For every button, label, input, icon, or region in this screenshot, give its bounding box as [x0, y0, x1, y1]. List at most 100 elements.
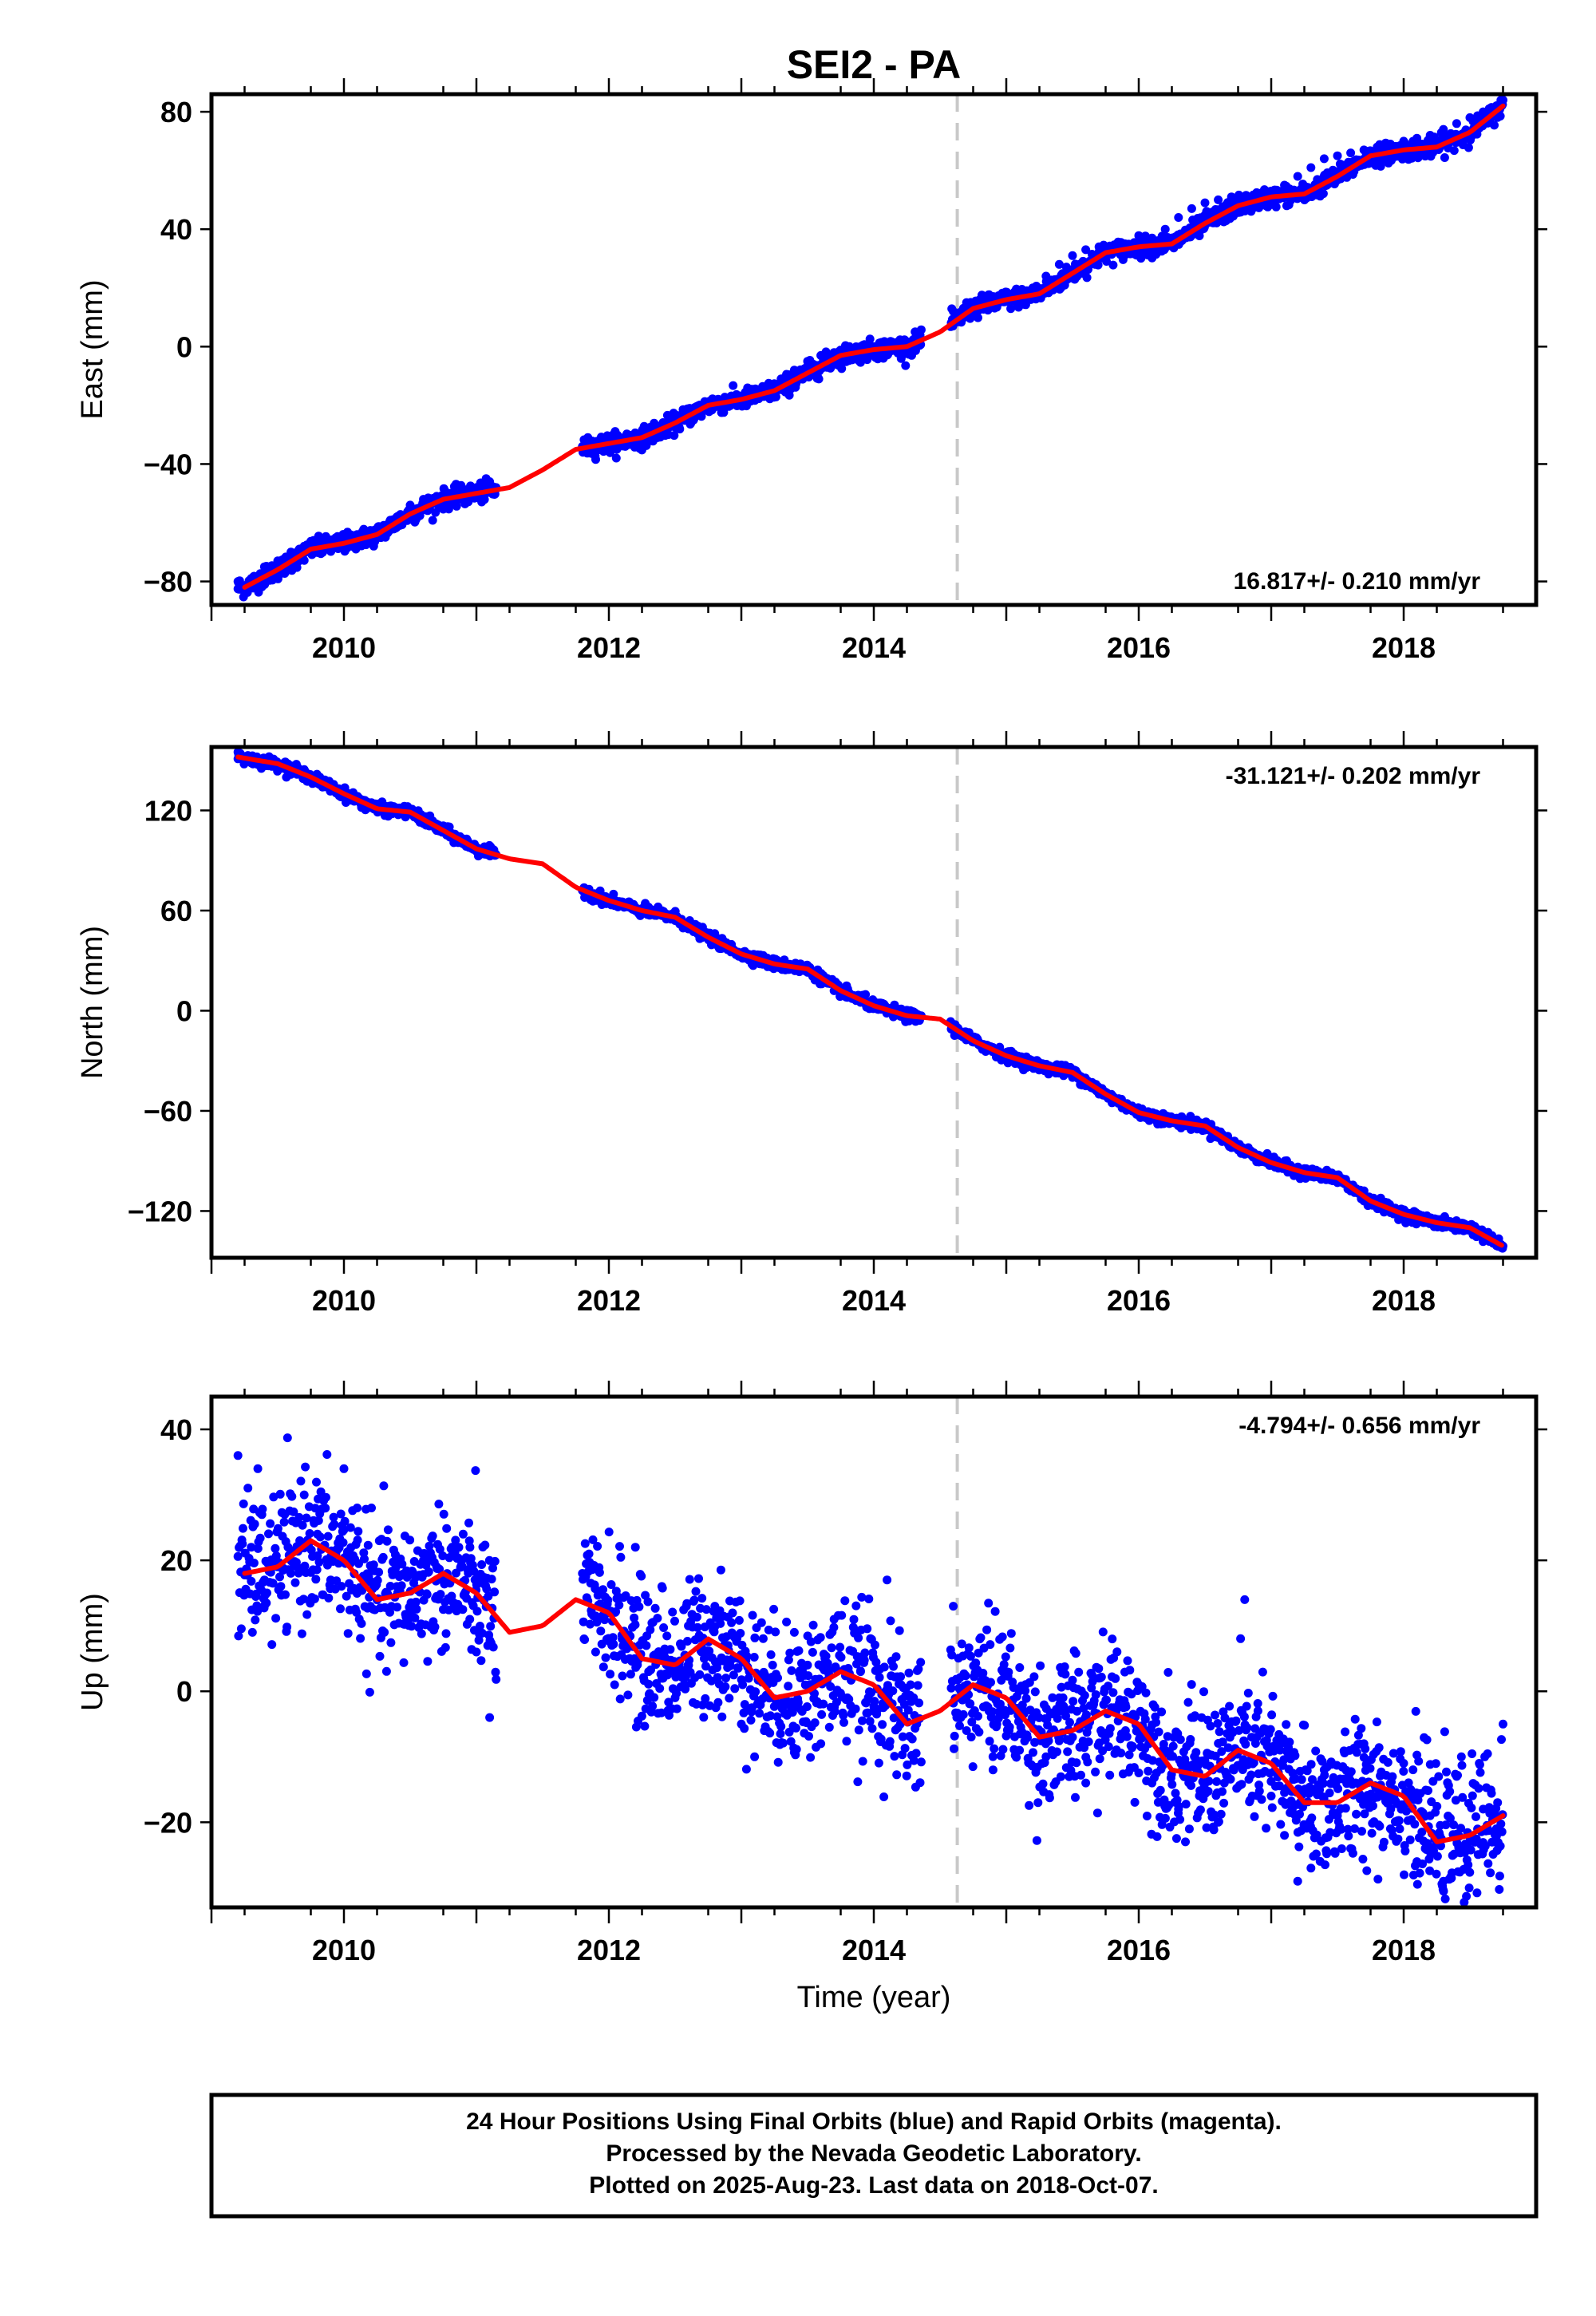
data-point	[271, 1543, 280, 1553]
data-point	[321, 1504, 330, 1513]
data-point	[353, 1535, 362, 1545]
data-point	[311, 1575, 321, 1584]
data-point	[397, 1559, 407, 1569]
data-point	[1054, 259, 1064, 269]
data-point	[247, 1576, 256, 1586]
data-point	[339, 1525, 349, 1535]
north-plot-area	[233, 747, 1507, 1258]
data-point	[275, 1572, 284, 1582]
data-point	[356, 1634, 365, 1643]
data-point	[452, 501, 461, 511]
north-points	[233, 747, 1507, 1253]
data-point	[454, 1543, 464, 1552]
data-point	[1333, 151, 1342, 160]
data-point	[286, 1568, 295, 1578]
data-point	[1306, 1863, 1316, 1873]
data-point	[381, 1666, 391, 1676]
data-point	[837, 364, 847, 373]
east-rate-label: 16.817+/- 0.210 mm/yr	[1234, 568, 1481, 595]
east-plot-area	[233, 94, 1507, 605]
data-point	[428, 516, 437, 525]
data-point	[321, 1492, 330, 1502]
data-point	[340, 1516, 350, 1526]
data-point	[322, 1450, 332, 1459]
data-point	[279, 1517, 289, 1527]
data-point	[916, 325, 926, 334]
data-point	[339, 1464, 349, 1473]
data-point	[243, 1484, 253, 1493]
y-tick-label: 120	[144, 794, 192, 827]
data-point	[266, 1519, 275, 1528]
data-point	[949, 1602, 958, 1611]
y-tick-label: 0	[176, 330, 192, 363]
data-point	[310, 1594, 319, 1603]
up-plot-area	[233, 1397, 1507, 1907]
data-point	[343, 1629, 353, 1638]
data-point	[382, 1536, 392, 1546]
data-point	[323, 1531, 333, 1541]
data-point	[263, 1588, 271, 1598]
data-point	[302, 1610, 312, 1619]
data-point	[485, 1713, 495, 1722]
data-point	[281, 1590, 290, 1599]
data-point	[255, 1533, 265, 1543]
data-point	[1449, 146, 1459, 156]
data-point	[324, 1593, 334, 1603]
data-point	[354, 1527, 363, 1536]
data-point	[814, 374, 824, 384]
data-point	[1452, 119, 1461, 128]
data-point	[373, 1575, 382, 1585]
data-point	[974, 313, 982, 322]
data-point	[630, 1543, 640, 1552]
data-point	[438, 1551, 448, 1560]
data-point	[1499, 1719, 1507, 1729]
y-tick-label: −120	[128, 1195, 192, 1227]
data-point	[239, 1524, 247, 1533]
data-point	[282, 1622, 292, 1632]
data-point	[338, 1538, 348, 1547]
data-point	[434, 1500, 444, 1509]
data-point	[412, 1604, 421, 1614]
data-point	[480, 495, 489, 504]
data-point	[276, 1582, 286, 1591]
data-point	[591, 455, 600, 464]
data-point	[1440, 153, 1449, 162]
data-point	[451, 1535, 460, 1545]
y-tick-label: −60	[144, 1095, 192, 1128]
data-point	[428, 1531, 437, 1541]
data-point	[234, 1631, 243, 1641]
data-point	[253, 1464, 263, 1473]
data-point	[247, 1627, 257, 1637]
data-point	[337, 1582, 346, 1591]
data-point	[417, 1629, 426, 1638]
x-tick-label: 2014	[842, 631, 906, 664]
data-point	[315, 1532, 325, 1542]
data-point	[1495, 112, 1505, 121]
data-point	[410, 1613, 420, 1622]
data-point	[1240, 1595, 1250, 1604]
data-point	[253, 1607, 263, 1616]
data-point	[771, 392, 780, 401]
data-point	[435, 1544, 444, 1554]
data-point	[312, 1565, 322, 1575]
data-point	[1306, 163, 1316, 172]
data-point	[1280, 1831, 1290, 1840]
data-point	[1108, 260, 1118, 270]
y-tick-label: 80	[160, 96, 192, 128]
data-point	[296, 1476, 306, 1486]
data-point	[267, 1640, 277, 1650]
data-point	[883, 1575, 892, 1585]
data-point	[294, 1512, 304, 1522]
data-point	[250, 1520, 259, 1529]
data-point	[422, 1590, 432, 1599]
data-point	[423, 1657, 433, 1666]
data-point	[379, 1481, 389, 1491]
data-point	[233, 1451, 243, 1460]
data-point	[306, 1545, 316, 1555]
data-point	[289, 1507, 298, 1516]
x-tick-label: 2016	[1107, 1284, 1171, 1317]
data-point	[367, 1504, 376, 1512]
data-point	[1174, 213, 1183, 222]
data-point	[1293, 172, 1302, 181]
data-point	[458, 1529, 468, 1539]
